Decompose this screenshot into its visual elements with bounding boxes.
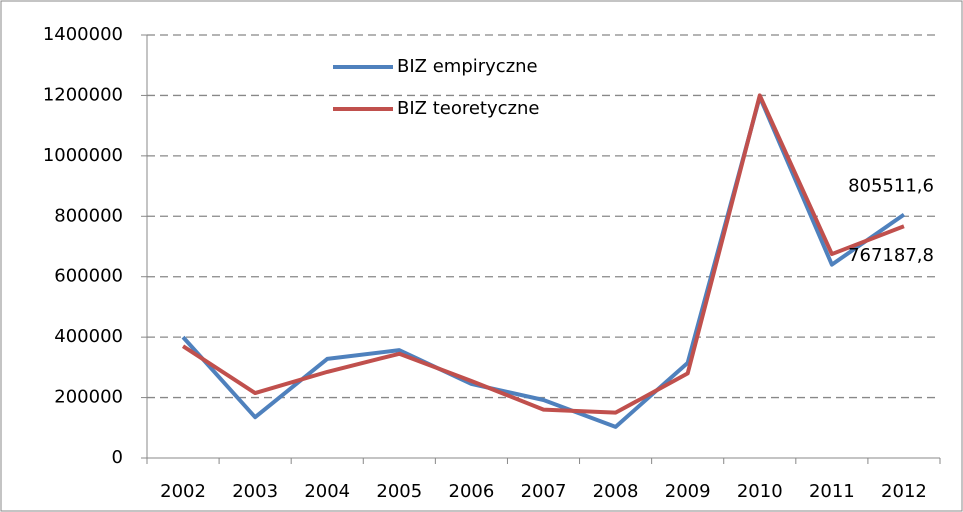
x-tick-label: 2012 <box>881 481 927 502</box>
x-tick-label: 2003 <box>232 481 278 502</box>
x-tick-label: 2009 <box>665 481 711 502</box>
x-tick-label: 2007 <box>521 481 567 502</box>
x-tick-label: 2006 <box>449 481 495 502</box>
y-tick-label: 800000 <box>54 205 123 226</box>
x-tick-label: 2002 <box>160 481 206 502</box>
legend-label: BIZ empiryczne <box>397 56 538 77</box>
legend-label: BIZ teoretyczne <box>397 98 539 119</box>
y-tick-label: 200000 <box>54 387 123 408</box>
x-tick-label: 2005 <box>376 481 422 502</box>
y-tick-label: 400000 <box>54 326 123 347</box>
data-label: 767187,8 <box>848 245 934 266</box>
y-tick-label: 1000000 <box>43 145 123 166</box>
x-tick-label: 2011 <box>809 481 855 502</box>
y-tick-label: 600000 <box>54 266 123 287</box>
x-tick-label: 2008 <box>593 481 639 502</box>
y-tick-label: 1200000 <box>43 84 123 105</box>
data-label: 805511,6 <box>848 176 934 197</box>
x-tick-label: 2010 <box>737 481 783 502</box>
x-tick-label: 2004 <box>304 481 350 502</box>
y-tick-label: 1400000 <box>43 24 123 45</box>
series-line <box>181 93 905 415</box>
y-tick-label: 0 <box>112 447 123 468</box>
